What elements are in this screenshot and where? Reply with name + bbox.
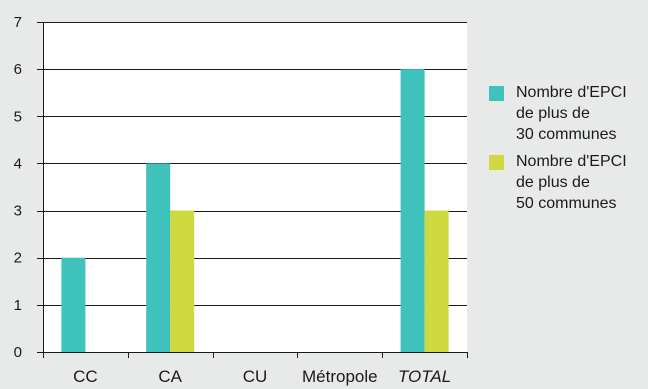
gridlines bbox=[43, 22, 467, 306]
bar-ca-series-2 bbox=[170, 210, 195, 352]
plot-area bbox=[43, 22, 467, 352]
legend-item-series-1: Nombre d'EPCI de plus de 30 communes bbox=[486, 82, 648, 145]
bar-ca-series-1 bbox=[146, 163, 171, 352]
x-tick-label-total: TOTAL bbox=[398, 367, 451, 386]
y-tick-label-4: 4 bbox=[14, 155, 22, 172]
legend-label-series-2: Nombre d'EPCI de plus de 50 communes bbox=[516, 153, 627, 212]
y-tick-labels: 0 1 2 3 4 5 6 7 bbox=[14, 14, 22, 361]
x-tick-label-cc: CC bbox=[73, 367, 98, 386]
x-tick-label-cu: CU bbox=[243, 367, 268, 386]
x-tick-label-métropole: Métropole bbox=[302, 367, 378, 386]
legend-item-series-2: Nombre d'EPCI de plus de 50 communes bbox=[486, 151, 648, 214]
y-tick-label-1: 1 bbox=[14, 297, 22, 314]
y-tick-label-0: 0 bbox=[14, 344, 22, 361]
legend: Nombre d'EPCI de plus de 30 communes Nom… bbox=[486, 82, 648, 220]
bar-total-series-2 bbox=[424, 210, 449, 352]
bars bbox=[61, 69, 449, 353]
legend-label-series-1: Nombre d'EPCI de plus de 30 communes bbox=[516, 84, 627, 143]
bar-total-series-1 bbox=[400, 69, 425, 353]
legend-swatch-series-2 bbox=[489, 155, 504, 170]
legend-swatch-series-1 bbox=[489, 86, 504, 101]
axes bbox=[37, 22, 468, 358]
y-tick-label-3: 3 bbox=[14, 203, 22, 220]
bar-cc-series-1 bbox=[61, 257, 86, 352]
y-tick-label-2: 2 bbox=[14, 250, 22, 267]
x-tick-label-ca: CA bbox=[158, 367, 182, 386]
x-tick-labels: CC CA CU Métropole TOTAL bbox=[73, 367, 451, 386]
y-tick-label-5: 5 bbox=[14, 108, 22, 125]
y-tick-label-6: 6 bbox=[14, 61, 22, 78]
y-tick-label-7: 7 bbox=[14, 14, 22, 31]
